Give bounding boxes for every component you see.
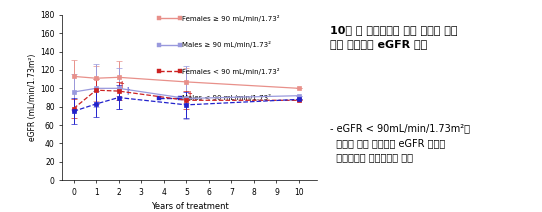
X-axis label: Years of treatment: Years of treatment bbox=[151, 202, 229, 211]
Text: †: † bbox=[188, 90, 192, 99]
Y-axis label: eGFR (mL/min/1.73m²): eGFR (mL/min/1.73m²) bbox=[28, 54, 37, 141]
Text: Males ≥ 90 mL/min/1.73²: Males ≥ 90 mL/min/1.73² bbox=[182, 41, 271, 48]
Text: - eGFR < 90mL/min/1.73m²인
  남성과 여성 환자에서 eGFR 수치가
  통계적으로 유의미하게 변화: - eGFR < 90mL/min/1.73m²인 남성과 여성 환자에서 eG… bbox=[330, 123, 469, 163]
Text: †: † bbox=[126, 87, 130, 96]
Text: Males < 90 mL/min/1.73²: Males < 90 mL/min/1.73² bbox=[182, 94, 271, 101]
Text: †: † bbox=[120, 80, 124, 89]
Text: Females ≥ 90 mL/min/1.73²: Females ≥ 90 mL/min/1.73² bbox=[182, 15, 280, 22]
Text: Females < 90 mL/min/1.73²: Females < 90 mL/min/1.73² bbox=[182, 68, 280, 75]
Text: 10년 간 아갈시다제 알파 치료를 받은
남녀 환자들의 eGFR 변화: 10년 간 아갈시다제 알파 치료를 받은 남녀 환자들의 eGFR 변화 bbox=[330, 25, 457, 49]
